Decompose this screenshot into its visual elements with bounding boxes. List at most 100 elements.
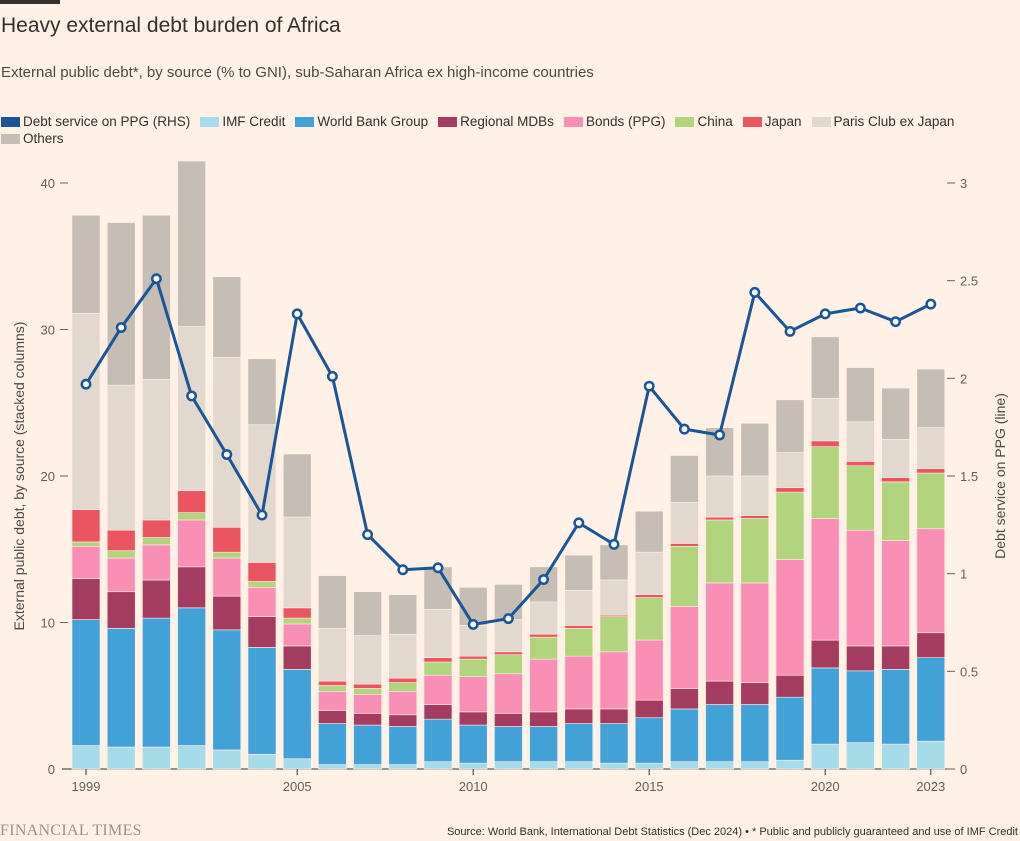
bar-segment: [177, 512, 206, 521]
debt-service-point: [854, 302, 866, 314]
bar-segment: [881, 439, 910, 478]
y-left-tick-label: 10: [41, 616, 55, 631]
debt-service-point: [326, 370, 338, 382]
bar-segment: [247, 587, 277, 617]
bar-segment: [846, 421, 875, 462]
bar-segment: [142, 379, 171, 521]
bar-segment: [318, 685, 347, 692]
bar-segment: [564, 655, 594, 710]
bar-segment: [212, 557, 242, 597]
bar-segment: [529, 633, 558, 638]
legend: Debt service on PPG (RHS) IMF Credit World…: [1, 113, 1016, 147]
debt-service-point: [502, 613, 514, 625]
bar-segment: [247, 647, 277, 755]
bar-segment: [388, 633, 418, 679]
debt-service-point: [221, 449, 233, 460]
source-note: Source: World Bank, International Debt S…: [446, 826, 1018, 838]
legend-swatch: [1, 134, 20, 144]
bar-segment: [318, 710, 347, 724]
bar-segment: [318, 723, 347, 765]
debt-service-point: [186, 390, 198, 402]
debt-service-point: [397, 564, 409, 576]
bar-segment: [670, 546, 699, 607]
bar-segment: [458, 676, 488, 713]
bar-segment: [846, 742, 875, 770]
legend-swatch: [295, 117, 315, 127]
bar-segment: [634, 594, 664, 598]
bar-segment: [71, 546, 101, 579]
bar-segment: [916, 528, 946, 634]
bar-segment: [353, 693, 382, 714]
bar-segment: [670, 606, 699, 689]
bar-segment: [881, 477, 910, 483]
bar-segment: [670, 708, 699, 762]
bar-segment: [388, 714, 418, 727]
debt-service-point: [150, 273, 162, 285]
debt-service-point: [643, 380, 655, 392]
bar-segment: [494, 651, 523, 656]
bar-segment: [529, 761, 558, 770]
bar-segment: [353, 683, 382, 689]
bar-segment: [71, 313, 101, 510]
bar-segment: [881, 540, 910, 647]
bar-segment: [564, 554, 594, 591]
bar-segment: [71, 745, 101, 770]
bar-segment: [846, 465, 875, 531]
bar-segment: [599, 544, 629, 581]
bar-segment: [458, 762, 488, 770]
bar-segment: [494, 726, 523, 762]
bar-segment: [247, 562, 277, 582]
publisher-brand: FINANCIAL TIMES: [0, 822, 142, 839]
bar-segment: [775, 399, 805, 453]
bar-segment: [282, 607, 312, 619]
bar-segment: [423, 661, 453, 676]
bar-segment: [494, 761, 523, 770]
debt-service-point: [749, 286, 761, 298]
bar-segment: [494, 619, 523, 653]
bar-segment: [247, 424, 277, 563]
bar-segment: [106, 557, 136, 593]
debt-service-point: [925, 298, 937, 310]
bar-segment: [599, 579, 629, 616]
bar-segment: [282, 645, 312, 670]
bar-segment: [670, 502, 699, 544]
bar-segment: [564, 761, 594, 770]
bar-segment: [247, 754, 277, 770]
legend-item: IMF Credit: [200, 113, 285, 130]
bar-segment: [846, 670, 875, 743]
bar-segment: [318, 628, 347, 682]
bar-segment: [916, 468, 946, 474]
bar-segment: [106, 529, 136, 552]
bar-segment: [634, 551, 664, 595]
bar-segment: [846, 461, 875, 467]
bar-segment: [388, 726, 418, 765]
debt-service-point: [678, 423, 690, 435]
bar-segment: [106, 746, 136, 770]
bar-segment: [846, 529, 875, 647]
bar-segment: [177, 519, 206, 568]
bar-segment: [318, 691, 347, 711]
debt-service-point: [573, 517, 585, 529]
bar-segment: [423, 657, 453, 663]
bar-segment: [810, 440, 840, 447]
bar-segment: [599, 708, 629, 724]
bar-segment: [388, 682, 418, 692]
bar-segment: [670, 688, 699, 710]
debt-service-point: [819, 308, 831, 320]
y-left-axis-title: External public debt, by source (stacked…: [11, 322, 27, 631]
bar-segment: [458, 658, 488, 678]
bar-segment: [353, 591, 382, 636]
bar-segment: [142, 544, 171, 581]
bar-segment: [282, 516, 312, 609]
chart-subtitle: External public debt*, by source (% to G…: [1, 64, 594, 81]
bar-segment: [634, 510, 664, 553]
bar-segment: [670, 761, 699, 770]
bar-segment: [106, 628, 136, 748]
bar-segment: [775, 759, 805, 770]
bar-segment: [529, 636, 558, 660]
bar-segment: [177, 160, 206, 327]
debt-service-point: [784, 326, 796, 337]
debt-service-point: [256, 509, 268, 521]
bar-segment: [423, 674, 453, 705]
